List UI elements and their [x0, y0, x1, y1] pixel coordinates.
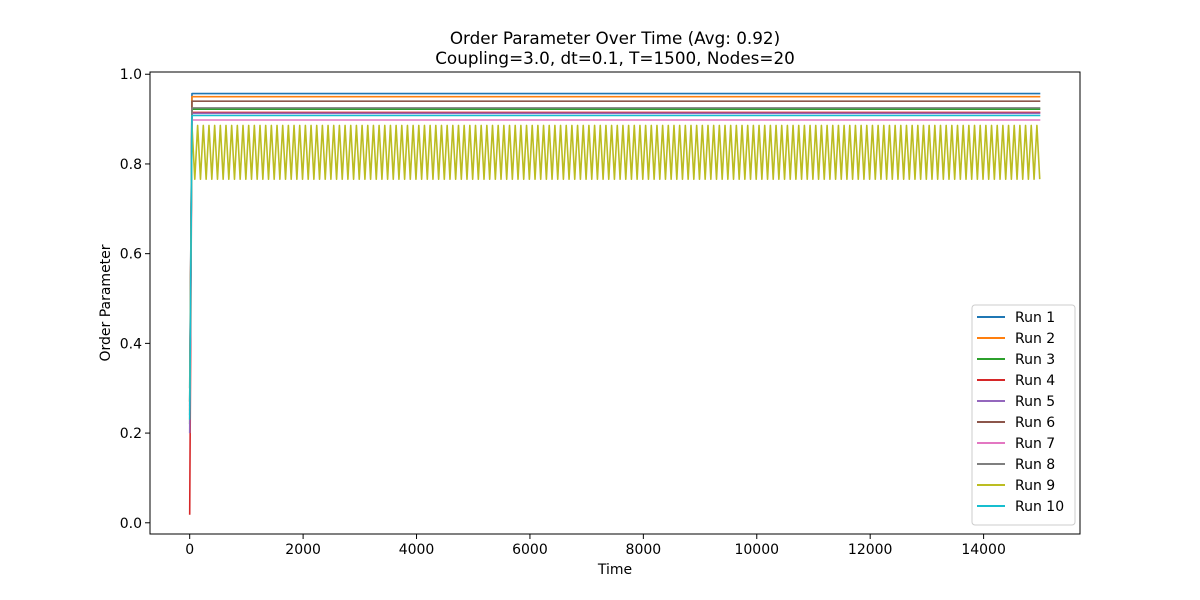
- chart-title: Order Parameter Over Time (Avg: 0.92): [450, 28, 780, 48]
- y-tick-label: 0.8: [120, 157, 142, 173]
- legend-entry-label: Run 10: [1015, 499, 1064, 515]
- legend-entry-label: Run 2: [1015, 331, 1055, 347]
- x-tick-label: 12000: [848, 542, 893, 558]
- y-tick-label: 1.0: [120, 67, 142, 83]
- legend-entry-label: Run 5: [1015, 394, 1055, 410]
- x-tick-label: 0: [185, 542, 194, 558]
- y-tick-label: 0.4: [120, 336, 142, 352]
- x-axis-label: Time: [597, 562, 632, 578]
- y-tick-label: 0.0: [120, 516, 142, 532]
- x-axis-ticks: 0 2000 4000 6000 8000 10000 12000 14000: [185, 534, 1006, 558]
- series-line-run-9: [188, 124, 1041, 402]
- legend-entry-label: Run 3: [1015, 352, 1055, 368]
- legend-entry-label: Run 1: [1015, 310, 1055, 326]
- legend-entry-label: Run 7: [1015, 436, 1055, 452]
- legend-entry-label: Run 9: [1015, 478, 1055, 494]
- legend: Run 1 Run 2 Run 3 Run 4 Run 5 Run 6 Run 7 Run 8…: [971, 304, 1076, 526]
- y-axis-label: Order Parameter: [98, 244, 114, 361]
- plot-series-group: [188, 92, 1041, 515]
- x-tick-label: 8000: [626, 542, 662, 558]
- x-tick-label: 2000: [285, 542, 321, 558]
- plot-frame: [149, 71, 1081, 535]
- y-axis-ticks: 0.0 0.2 0.4 0.6 0.8 1.0: [120, 67, 150, 532]
- chart-subtitle: Coupling=3.0, dt=0.1, T=1500, Nodes=20: [435, 48, 795, 68]
- legend-entry-label: Run 4: [1015, 373, 1055, 389]
- x-tick-label: 4000: [399, 542, 435, 558]
- x-tick-label: 14000: [961, 542, 1006, 558]
- y-tick-label: 0.2: [120, 426, 142, 442]
- x-tick-label: 10000: [734, 542, 779, 558]
- legend-entry-label: Run 8: [1015, 457, 1055, 473]
- x-tick-label: 6000: [512, 542, 548, 558]
- legend-entry-label: Run 6: [1015, 415, 1055, 431]
- y-tick-label: 0.6: [120, 247, 142, 263]
- series-line-run-10: [188, 114, 1041, 420]
